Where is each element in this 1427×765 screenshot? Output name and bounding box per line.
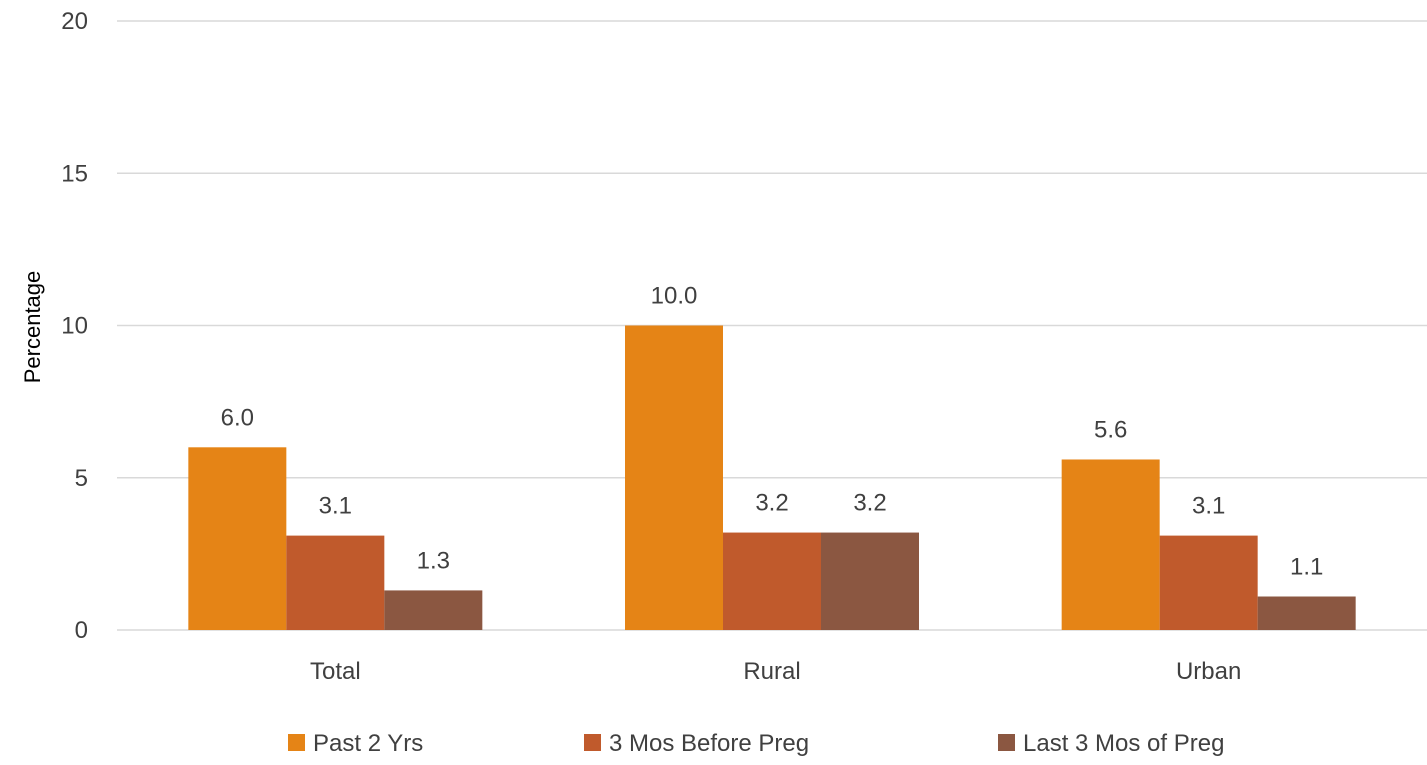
y-axis-ticks: 0 5 10 15 20 xyxy=(61,8,88,644)
y-tick-label: 20 xyxy=(61,8,88,35)
data-label: 10.0 xyxy=(651,283,698,310)
x-tick-label: Urban xyxy=(1176,658,1241,685)
legend-item: Last 3 Mos of Preg xyxy=(998,730,1224,757)
y-tick-label: 15 xyxy=(61,160,88,187)
legend-label: Past 2 Yrs xyxy=(313,730,423,757)
legend-swatch xyxy=(288,734,305,751)
bar xyxy=(821,532,919,630)
x-tick-label: Rural xyxy=(743,658,800,685)
y-tick-label: 0 xyxy=(75,617,88,644)
x-tick-label: Total xyxy=(310,658,361,685)
bar xyxy=(384,590,483,630)
legend-swatch xyxy=(998,734,1015,751)
data-label: 1.3 xyxy=(417,547,450,574)
legend-item: 3 Mos Before Preg xyxy=(584,730,809,757)
data-label: 3.1 xyxy=(1192,493,1225,520)
data-label: 3.2 xyxy=(755,490,788,517)
y-axis-title: Percentage xyxy=(20,271,45,384)
data-labels: 6.0 3.1 1.3 10.0 3.2 3.2 5.6 3.1 1.1 xyxy=(221,283,1324,581)
legend-label: 3 Mos Before Preg xyxy=(609,730,809,757)
data-label: 1.1 xyxy=(1290,554,1323,581)
bar xyxy=(1061,459,1160,630)
data-label: 3.2 xyxy=(853,490,886,517)
legend-swatch xyxy=(584,734,601,751)
x-axis-ticks: Total Rural Urban xyxy=(310,658,1241,685)
bar xyxy=(625,325,723,630)
data-label: 6.0 xyxy=(221,404,254,431)
legend-item: Past 2 Yrs xyxy=(288,730,423,757)
bar xyxy=(1257,596,1356,630)
bar xyxy=(286,535,385,630)
data-label: 3.1 xyxy=(319,493,352,520)
bars xyxy=(188,325,1356,630)
data-label: 5.6 xyxy=(1094,416,1127,443)
y-tick-label: 5 xyxy=(75,465,88,492)
bar xyxy=(188,447,287,630)
legend: Past 2 Yrs 3 Mos Before Preg Last 3 Mos of… xyxy=(288,730,1224,757)
legend-label: Last 3 Mos of Preg xyxy=(1023,730,1224,757)
bar xyxy=(1159,535,1258,630)
y-tick-label: 10 xyxy=(61,313,88,340)
bar xyxy=(723,532,821,630)
